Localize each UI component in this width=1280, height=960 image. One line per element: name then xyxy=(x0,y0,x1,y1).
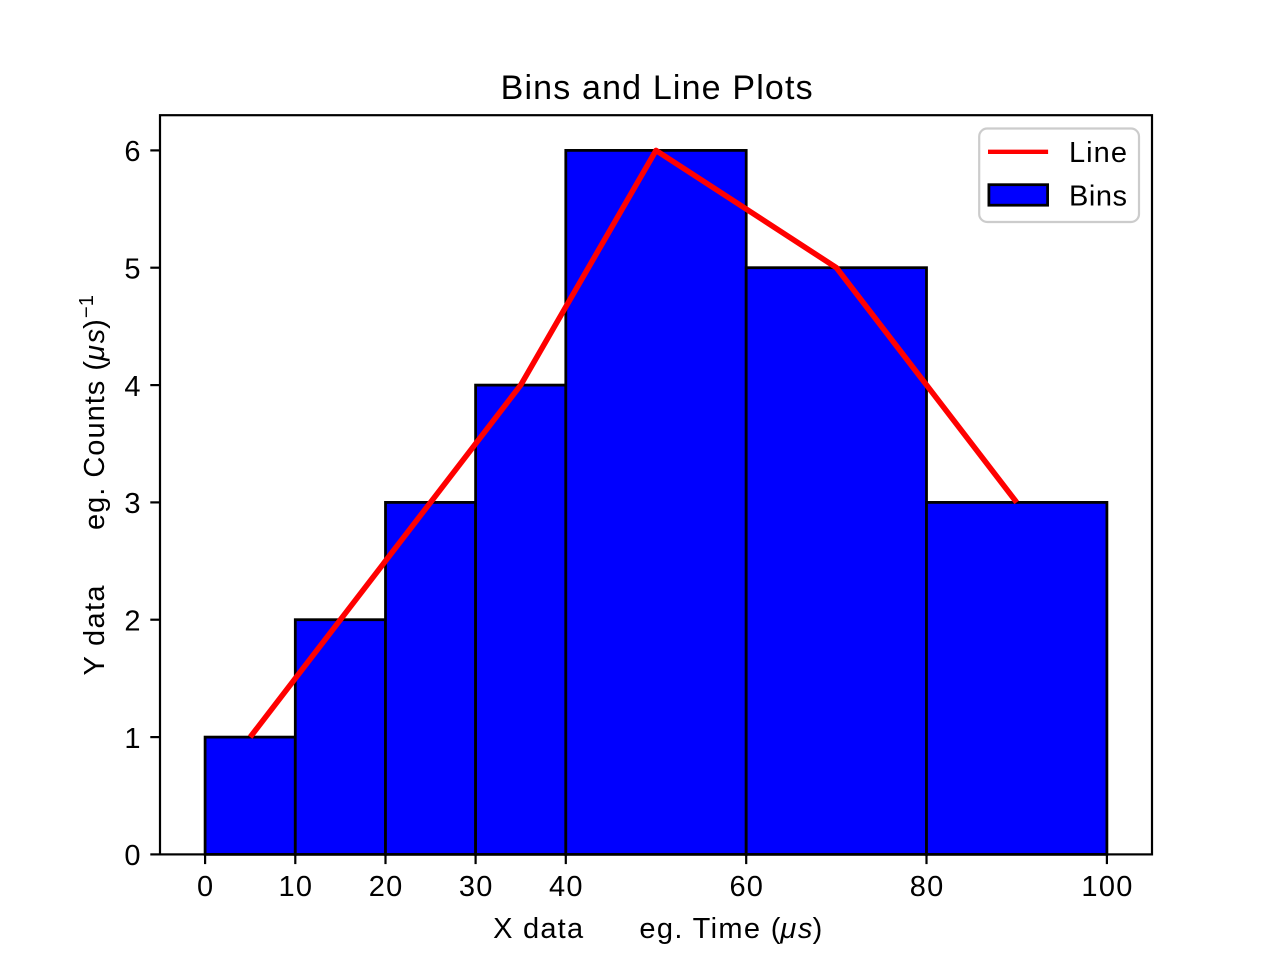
svg-text:60: 60 xyxy=(729,871,763,903)
svg-text:3: 3 xyxy=(124,488,140,520)
svg-text:Line: Line xyxy=(1069,137,1127,169)
svg-text:eg. Counts (: eg. Counts ( xyxy=(79,361,111,530)
svg-text:30: 30 xyxy=(459,871,493,903)
svg-text:80: 80 xyxy=(910,871,944,903)
svg-text:6: 6 xyxy=(124,136,140,168)
svg-text:20: 20 xyxy=(369,871,403,903)
svg-text:100: 100 xyxy=(1081,871,1132,903)
svg-text:4: 4 xyxy=(124,371,140,403)
svg-text:10: 10 xyxy=(279,871,313,903)
svg-text:Bins: Bins xyxy=(1069,181,1127,213)
svg-text:−1: −1 xyxy=(76,295,98,318)
svg-text:Bins and Line Plots: Bins and Line Plots xyxy=(501,69,813,107)
svg-text:Y data: Y data xyxy=(79,585,111,676)
svg-text:μs: μs xyxy=(779,913,812,945)
svg-text:40: 40 xyxy=(549,871,583,903)
svg-text:5: 5 xyxy=(124,254,140,286)
svg-text:1: 1 xyxy=(124,723,140,755)
svg-text:eg. Time (: eg. Time ( xyxy=(639,913,780,945)
svg-text:μs: μs xyxy=(79,329,111,362)
svg-text:2: 2 xyxy=(124,606,140,638)
svg-text:X data: X data xyxy=(493,913,584,945)
svg-text:0: 0 xyxy=(124,840,140,872)
svg-text:): ) xyxy=(79,319,111,329)
svg-text:): ) xyxy=(813,913,823,945)
svg-text:0: 0 xyxy=(197,871,213,903)
